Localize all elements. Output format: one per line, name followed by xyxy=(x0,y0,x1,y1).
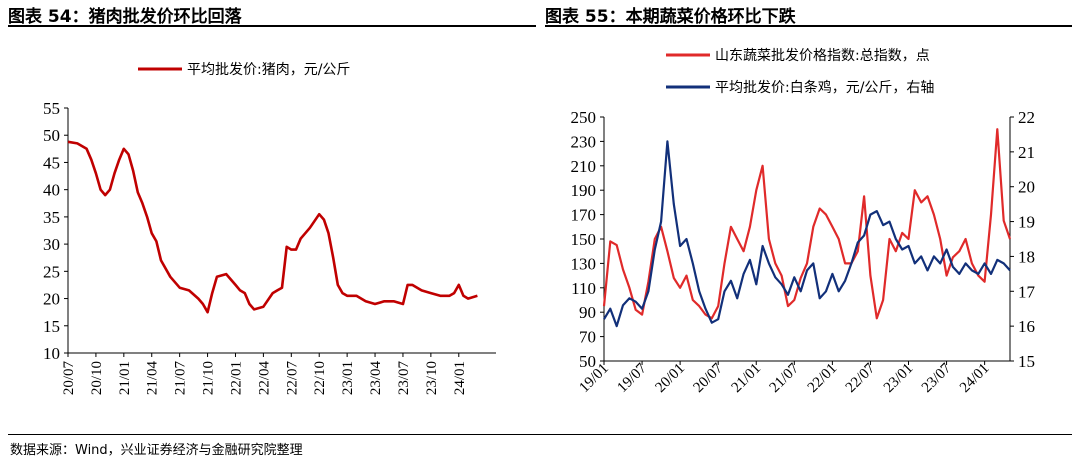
left-legend: 平均批发价:猪肉，元/公斤 xyxy=(138,62,350,78)
right-y-tick-label: 70 xyxy=(579,328,596,347)
left-x-tick-label: 23/04 xyxy=(368,361,384,396)
left-x-tick-label: 22/10 xyxy=(312,361,328,395)
right-x-tick-label: 20/07 xyxy=(691,360,727,396)
right-y-tick-label: 230 xyxy=(571,132,597,151)
right-y-tick-label: 210 xyxy=(571,157,597,176)
left-x-tick-label: 23/01 xyxy=(340,361,356,395)
vegetable-price-chart: 山东蔬菜批发价格指数:总指数，点 平均批发价:白条鸡，元/公斤，右轴 50 70 9… xyxy=(571,48,1036,396)
left-y-tick-label: 45 xyxy=(43,153,60,172)
left-y-tick-label: 15 xyxy=(43,317,60,336)
right-x-tick-label: 21/01 xyxy=(729,361,764,396)
right-legend: 山东蔬菜批发价格指数:总指数，点 平均批发价:白条鸡，元/公斤，右轴 xyxy=(666,48,934,96)
left-y-tick-label: 25 xyxy=(43,262,60,281)
right-y-tick-label: 50 xyxy=(579,352,596,371)
left-x-tick-label: 21/04 xyxy=(145,361,161,396)
right-y-tick-label: 150 xyxy=(571,230,597,249)
left-x-tick-label: 21/10 xyxy=(201,361,217,395)
right-y-tick-label: 110 xyxy=(571,279,596,298)
right-y-tick-label: 130 xyxy=(571,254,597,273)
left-x-tick-label: 21/01 xyxy=(117,361,133,395)
left-x-tick-label: 20/07 xyxy=(61,361,77,396)
right-y-tick-label: 90 xyxy=(579,303,596,322)
right-y2-tick-label: 15 xyxy=(1018,352,1035,371)
right-series-line-2 xyxy=(603,140,1011,328)
left-title-rule xyxy=(8,25,536,27)
right-y2-tick-label: 18 xyxy=(1018,247,1035,266)
right-y-tick-label: 190 xyxy=(571,181,597,200)
right-x-tick-label: 21/07 xyxy=(767,360,803,396)
left-x-tick-label: 22/04 xyxy=(256,361,272,396)
left-x-tick-label: 24/01 xyxy=(452,361,468,395)
left-y-tick-label: 55 xyxy=(43,99,60,118)
right-y2-tick-label: 16 xyxy=(1018,317,1035,336)
right-y2-tick-label: 17 xyxy=(1018,282,1036,301)
left-y-tick-label: 50 xyxy=(43,126,60,145)
left-y-tick-label: 35 xyxy=(43,208,60,227)
right-x-tick-label: 19/07 xyxy=(614,360,650,396)
right-title-rule xyxy=(545,25,1072,27)
right-chart-title: 图表 55：本期蔬菜价格环比下跌 xyxy=(545,7,796,27)
left-series-line-1 xyxy=(67,140,478,314)
data-source-note: 数据来源：Wind，兴业证券经济与金融研究院整理 xyxy=(10,443,303,458)
right-x-tick-label: 20/01 xyxy=(652,361,687,396)
left-x-tick-label: 22/07 xyxy=(284,361,300,396)
right-series-line-1 xyxy=(602,128,1012,320)
right-x-tick-label: 22/01 xyxy=(805,361,840,396)
left-x-tick-label: 20/10 xyxy=(89,361,105,395)
right-y2-tick-label: 22 xyxy=(1018,108,1035,127)
left-x-tick-label: 23/10 xyxy=(424,361,440,395)
right-x-tick-label: 22/07 xyxy=(843,360,879,396)
right-y-tick-label: 170 xyxy=(571,206,597,225)
right-y2-tick-label: 21 xyxy=(1018,143,1035,162)
pork-price-chart: 平均批发价:猪肉，元/公斤 10 15 20 25 30 35 40 45 50 55 20/07… xyxy=(43,62,496,396)
right-x-tick-label: 23/07 xyxy=(919,360,955,396)
right-y2-tick-label: 19 xyxy=(1018,213,1035,232)
left-y-tick-label: 20 xyxy=(43,290,60,309)
left-x-tick-label: 21/07 xyxy=(173,361,189,396)
left-y-tick-label: 30 xyxy=(43,235,60,254)
right-legend-label-1: 山东蔬菜批发价格指数:总指数，点 xyxy=(715,48,930,64)
left-legend-label: 平均批发价:猪肉，元/公斤 xyxy=(187,62,350,78)
left-x-tick-label: 23/07 xyxy=(396,361,412,396)
left-y-tick-label: 10 xyxy=(43,344,60,363)
left-x-tick-label: 22/01 xyxy=(228,361,244,395)
footer-rule xyxy=(8,434,1072,435)
left-chart-title: 图表 54：猪肉批发价环比回落 xyxy=(8,7,242,27)
left-y-tick-label: 40 xyxy=(43,181,60,200)
right-x-tick-label: 23/01 xyxy=(881,361,916,396)
right-y2-tick-label: 20 xyxy=(1018,178,1035,197)
right-y-tick-label: 250 xyxy=(571,108,597,127)
right-legend-label-2: 平均批发价:白条鸡，元/公斤，右轴 xyxy=(715,79,934,96)
right-x-tick-label: 24/01 xyxy=(957,361,992,396)
